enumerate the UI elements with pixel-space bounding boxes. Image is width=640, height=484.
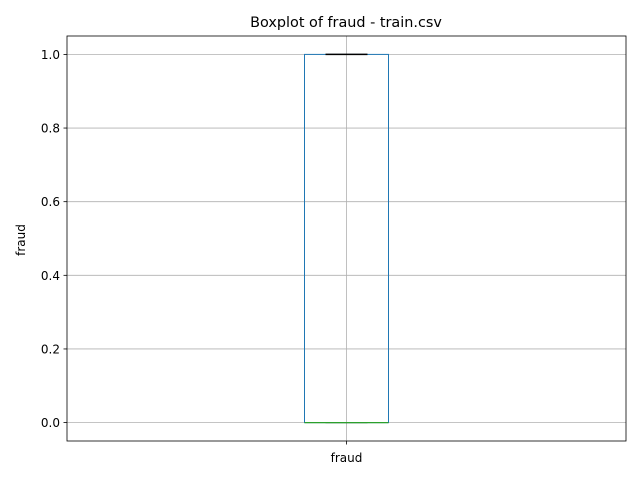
y-tick-label: 1.0 (41, 48, 60, 62)
chart-title: Boxplot of fraud - train.csv (250, 15, 442, 31)
y-tick-label: 0.4 (41, 269, 60, 283)
box-layer (304, 53, 389, 424)
y-tick-label: 0.2 (41, 342, 60, 356)
y-tick-label: 0.6 (41, 195, 60, 209)
x-tick-label: fraud (331, 451, 363, 465)
y-tick-label: 0.0 (41, 416, 60, 430)
y-tick-label: 0.8 (41, 122, 60, 136)
y-axis-label: fraud (14, 224, 28, 256)
axes-frame (66, 35, 627, 442)
axes: 0.0 0.2 0.4 0.6 0.8 1.0 fraud (41, 35, 627, 465)
